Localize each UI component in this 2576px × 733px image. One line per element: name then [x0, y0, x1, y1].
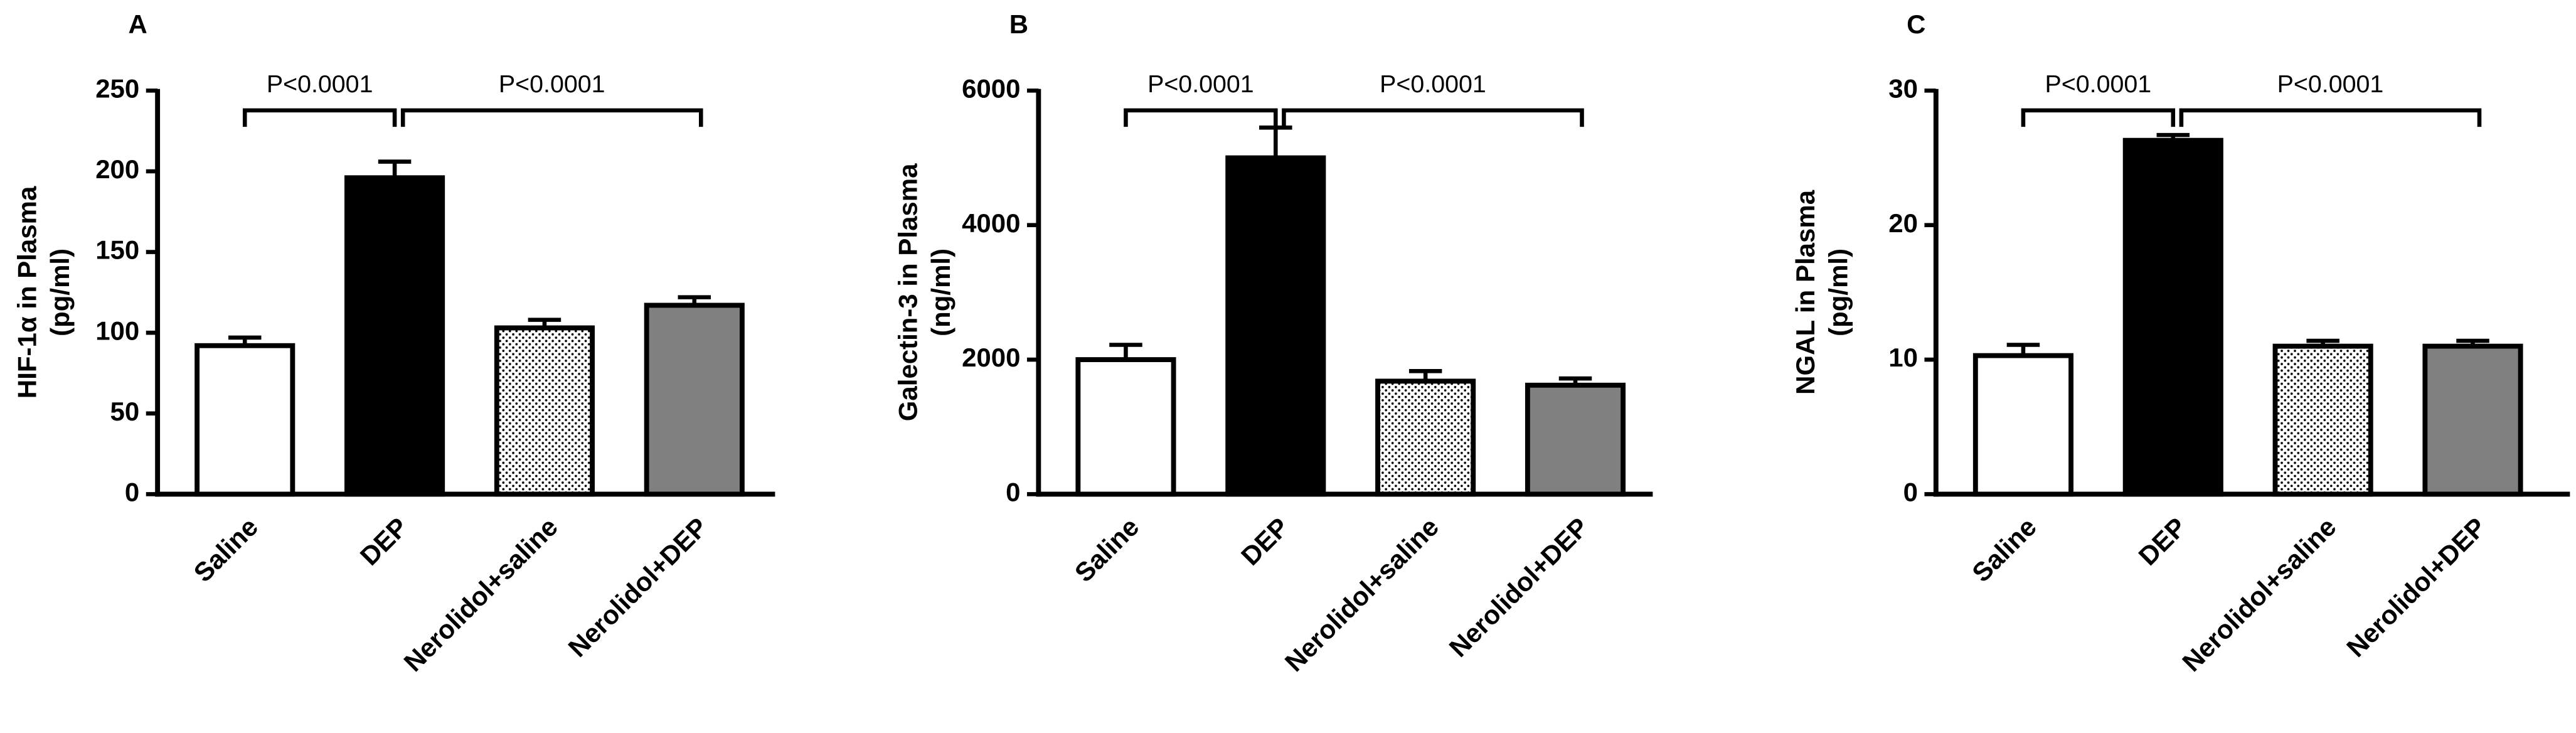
y-tick-label: 2000 — [962, 343, 1020, 372]
significance-bracket — [242, 108, 397, 127]
bar — [2122, 137, 2223, 497]
bar — [194, 343, 295, 497]
y-tick-label: 0 — [1903, 478, 1918, 507]
x-tick-label: Nerolidol+saline — [2176, 512, 2341, 677]
bar — [2422, 343, 2523, 497]
x-tick-label: Saline — [188, 512, 264, 588]
y-tick-label: 30 — [1888, 73, 1918, 103]
significance-bracket — [1282, 108, 1584, 127]
significance-label: P<0.0001 — [2277, 70, 2384, 98]
y-axis-label: NGAL in Plasma — [1791, 190, 1820, 395]
y-tick-label: 0 — [125, 478, 139, 507]
x-tick-label: DEP — [1235, 512, 1294, 571]
significance-label: P<0.0001 — [1380, 70, 1486, 98]
y-tick-label: 10 — [1888, 343, 1918, 372]
y-axis-label: (ng/ml) — [926, 249, 955, 336]
x-tick-label: Nerolidol+DEP — [2341, 512, 2491, 663]
significance-bracket — [400, 108, 703, 127]
x-tick-label: Nerolidol+DEP — [562, 512, 713, 663]
y-axis-label: HIF-1α in Plasma — [12, 186, 41, 399]
significance-bracket — [1124, 108, 1278, 127]
significance-label: P<0.0001 — [2045, 70, 2152, 98]
y-tick-label: 20 — [1888, 208, 1918, 238]
panel-label: A — [128, 9, 147, 39]
y-tick-label: 250 — [95, 73, 139, 103]
x-tick-label: Saline — [1966, 512, 2042, 588]
x-tick-label: Nerolidol+saline — [398, 512, 563, 677]
y-tick-label: 100 — [95, 316, 139, 345]
y-tick-label: 0 — [1006, 478, 1020, 507]
x-tick-label: DEP — [354, 512, 413, 571]
y-axis-label: (pg/ml) — [1824, 249, 1853, 336]
x-tick-label: DEP — [2132, 512, 2191, 571]
bar — [1225, 155, 1326, 497]
significance-bracket — [2021, 108, 2176, 127]
bar — [2272, 343, 2373, 497]
y-axis-label: (pg/ml) — [45, 249, 75, 336]
significance-label: P<0.0001 — [267, 70, 373, 98]
bar — [344, 175, 445, 497]
bar — [1972, 353, 2073, 497]
bar — [1375, 378, 1476, 497]
x-tick-label: Nerolidol+saline — [1279, 512, 1444, 677]
significance-bracket — [2179, 108, 2482, 127]
y-tick-label: 50 — [110, 397, 140, 426]
y-axis-label: Galectin-3 in Plasma — [893, 163, 923, 421]
y-tick-label: 4000 — [962, 208, 1020, 238]
panel-label: C — [1907, 9, 1925, 39]
bar — [1075, 357, 1176, 497]
bar — [494, 325, 595, 497]
bar — [644, 302, 745, 497]
bar — [1525, 382, 1626, 497]
x-tick-label: Nerolidol+DEP — [1444, 512, 1594, 663]
significance-label: P<0.0001 — [1147, 70, 1254, 98]
significance-label: P<0.0001 — [499, 70, 605, 98]
y-tick-label: 6000 — [962, 73, 1020, 103]
y-tick-label: 150 — [95, 235, 139, 265]
x-tick-label: Saline — [1069, 512, 1145, 588]
panel-label: B — [1009, 9, 1028, 39]
y-tick-label: 200 — [95, 154, 139, 184]
